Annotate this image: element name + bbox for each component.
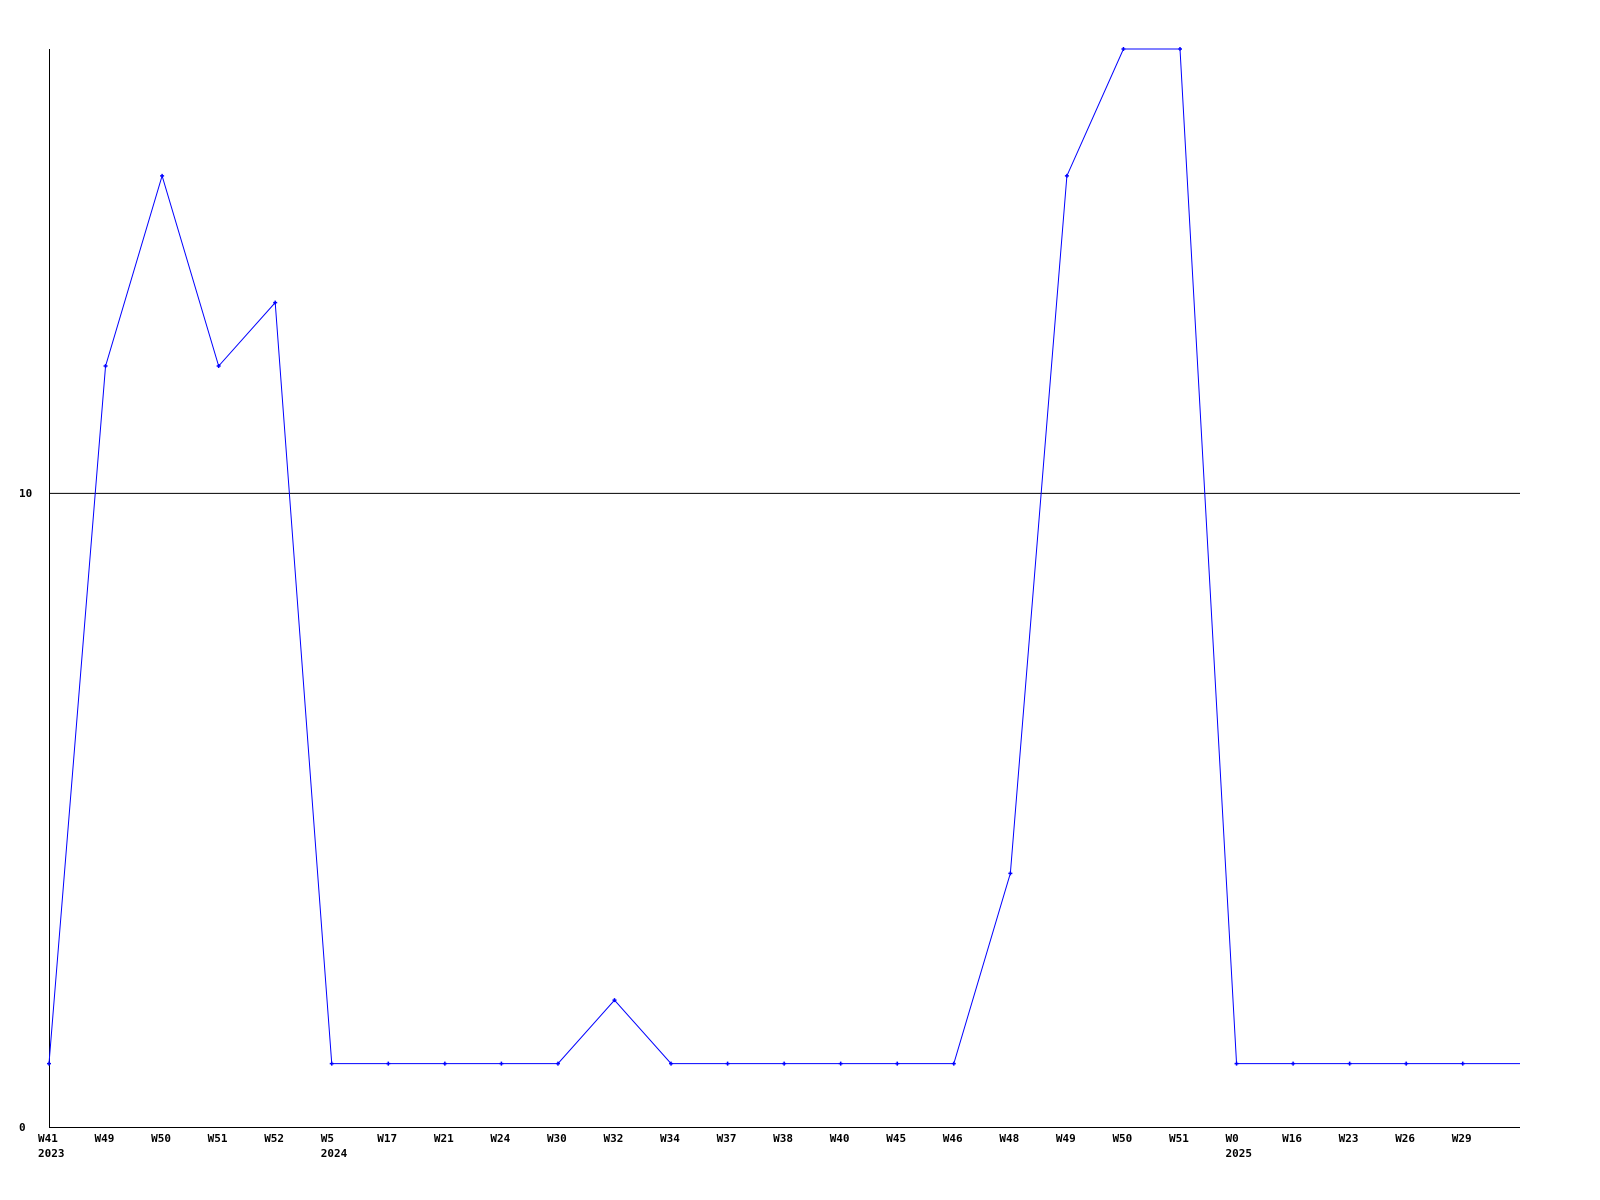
data-point: [273, 300, 278, 305]
data-point: [669, 1061, 674, 1066]
x-tick-label: W17: [377, 1132, 397, 1145]
data-point: [499, 1061, 504, 1066]
x-tick-label: W50: [1112, 1132, 1132, 1145]
data-point: [1008, 871, 1013, 876]
x-tick-label: W45: [886, 1132, 906, 1145]
x-tick-label: W49: [1056, 1132, 1076, 1145]
data-point: [329, 1061, 334, 1066]
x-year-label: 2023: [38, 1147, 65, 1160]
data-point: [386, 1061, 391, 1066]
data-point: [216, 364, 221, 369]
data-point: [442, 1061, 447, 1066]
x-tick-label: W26: [1395, 1132, 1415, 1145]
data-point: [1234, 1061, 1239, 1066]
data-point: [160, 173, 165, 178]
x-tick-label: W51: [1169, 1132, 1189, 1145]
x-tick-label: W48: [999, 1132, 1019, 1145]
data-point: [951, 1061, 956, 1066]
x-tick-label: W37: [717, 1132, 737, 1145]
data-point: [1347, 1061, 1352, 1066]
x-tick-label: W40: [830, 1132, 850, 1145]
data-point: [838, 1061, 843, 1066]
x-tick-label: W49: [95, 1132, 115, 1145]
x-tick-label: W0: [1226, 1132, 1239, 1145]
y-tick-label: 10: [19, 487, 32, 500]
data-point: [1291, 1061, 1296, 1066]
x-tick-label: W30: [547, 1132, 567, 1145]
data-point: [1460, 1061, 1465, 1066]
x-year-label: 2024: [321, 1147, 348, 1160]
data-point: [103, 364, 108, 369]
data-point: [1178, 47, 1182, 51]
x-year-label: 2025: [1226, 1147, 1253, 1160]
series-line: [48, 48, 1520, 1065]
x-tick-label: W29: [1452, 1132, 1472, 1145]
data-point: [1064, 173, 1069, 178]
data-point: [555, 1061, 560, 1066]
x-tick-label: W34: [660, 1132, 680, 1145]
data-point: [782, 1061, 787, 1066]
x-tick-label: W50: [151, 1132, 171, 1145]
x-tick-label: W46: [943, 1132, 963, 1145]
y-tick-label: 0: [19, 1121, 26, 1134]
data-point: [1121, 47, 1126, 51]
x-tick-label: W16: [1282, 1132, 1302, 1145]
data-point: [895, 1061, 900, 1066]
x-tick-label: W52: [264, 1132, 284, 1145]
x-tick-label: W41: [38, 1132, 58, 1145]
x-tick-label: W21: [434, 1132, 454, 1145]
x-tick-label: W38: [773, 1132, 793, 1145]
data-point: [612, 998, 617, 1003]
data-point: [47, 1061, 51, 1066]
x-tick-label: W23: [1339, 1132, 1359, 1145]
x-tick-label: W51: [208, 1132, 228, 1145]
data-point: [725, 1061, 730, 1066]
x-tick-label: W5: [321, 1132, 334, 1145]
x-tick-label: W24: [490, 1132, 510, 1145]
data-point: [1404, 1061, 1409, 1066]
x-tick-label: W32: [604, 1132, 624, 1145]
